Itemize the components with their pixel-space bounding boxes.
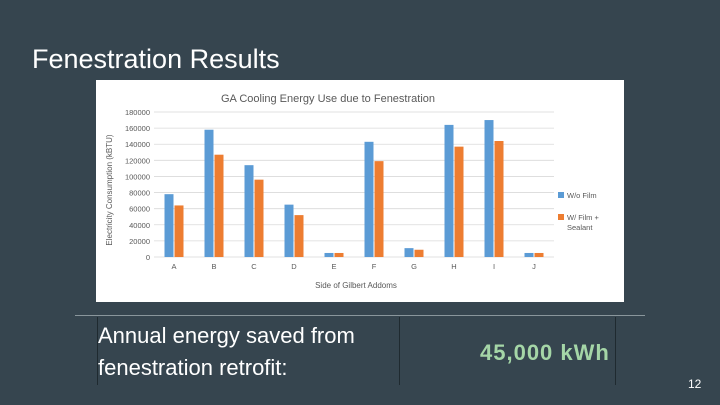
legend-label: W/o Film xyxy=(567,191,597,200)
x-tick-label: J xyxy=(532,262,536,271)
x-tick-label: I xyxy=(493,262,495,271)
bar-with-film-a xyxy=(174,205,184,257)
y-tick-label: 0 xyxy=(146,253,150,262)
chart-svg: GA Cooling Energy Use due to Fenestratio… xyxy=(105,93,599,290)
y-tick-label: 140000 xyxy=(125,140,150,149)
table-border-left xyxy=(97,317,98,385)
slide-title: Fenestration Results xyxy=(32,44,280,74)
bar-without-film-d xyxy=(284,204,294,257)
legend-swatch xyxy=(558,192,564,198)
table-border-right xyxy=(615,317,616,385)
bars: A B C D E F G H I J xyxy=(164,120,544,271)
x-tick-label: B xyxy=(211,262,216,271)
legend-label: W/ Film + xyxy=(567,213,599,222)
bar-with-film-f xyxy=(374,161,384,257)
bar-without-film-h xyxy=(444,124,454,257)
y-axis-label: Electricity Consumption (kBTU) xyxy=(105,134,114,245)
x-tick-label: G xyxy=(411,262,417,271)
y-tick-label: 100000 xyxy=(125,172,150,181)
y-tick-label: 120000 xyxy=(125,156,150,165)
y-tick-label: 160000 xyxy=(125,124,150,133)
bar-without-film-b xyxy=(204,129,214,257)
caption-line-2: fenestration retrofit: xyxy=(98,355,288,380)
bar-with-film-d xyxy=(294,215,304,257)
bar-with-film-i xyxy=(494,141,504,257)
x-tick-label: E xyxy=(331,262,336,271)
y-tick-label: 60000 xyxy=(129,205,150,214)
bar-without-film-e xyxy=(324,252,334,257)
y-tick-label: 20000 xyxy=(129,237,150,246)
x-tick-label: A xyxy=(171,262,176,271)
y-tick-label: 40000 xyxy=(129,221,150,230)
bar-with-film-b xyxy=(214,154,224,257)
bar-without-film-i xyxy=(484,120,494,257)
divider-line xyxy=(75,315,645,316)
bar-with-film-c xyxy=(254,179,264,257)
bar-without-film-a xyxy=(164,194,174,257)
legend: W/o Film W/ Film +Sealant xyxy=(558,191,599,232)
bar-with-film-g xyxy=(414,249,424,257)
energy-saved-caption: Annual energy saved from fenestration re… xyxy=(98,320,398,384)
bar-with-film-e xyxy=(334,252,344,257)
y-tick-label: 80000 xyxy=(129,189,150,198)
bar-with-film-h xyxy=(454,146,464,257)
energy-saved-value: 45,000 kWh xyxy=(480,340,610,365)
x-tick-label: H xyxy=(451,262,456,271)
y-tick-label: 180000 xyxy=(125,108,150,117)
table-border-middle xyxy=(399,317,400,385)
page-number: 12 xyxy=(688,377,702,391)
x-tick-label: D xyxy=(291,262,297,271)
chart-title: GA Cooling Energy Use due to Fenestratio… xyxy=(221,93,435,105)
bar-chart: GA Cooling Energy Use due to Fenestratio… xyxy=(96,80,624,302)
bar-without-film-f xyxy=(364,141,374,257)
x-tick-label: C xyxy=(251,262,257,271)
bar-without-film-g xyxy=(404,248,414,257)
bar-without-film-c xyxy=(244,165,254,257)
legend-swatch xyxy=(558,214,564,220)
legend-label-continued: Sealant xyxy=(567,223,593,232)
bar-with-film-j xyxy=(534,252,544,257)
caption-line-1: Annual energy saved from xyxy=(98,323,355,348)
bar-without-film-j xyxy=(524,252,534,257)
x-tick-label: F xyxy=(372,262,377,271)
x-axis-label: Side of Gilbert Addoms xyxy=(315,281,397,290)
